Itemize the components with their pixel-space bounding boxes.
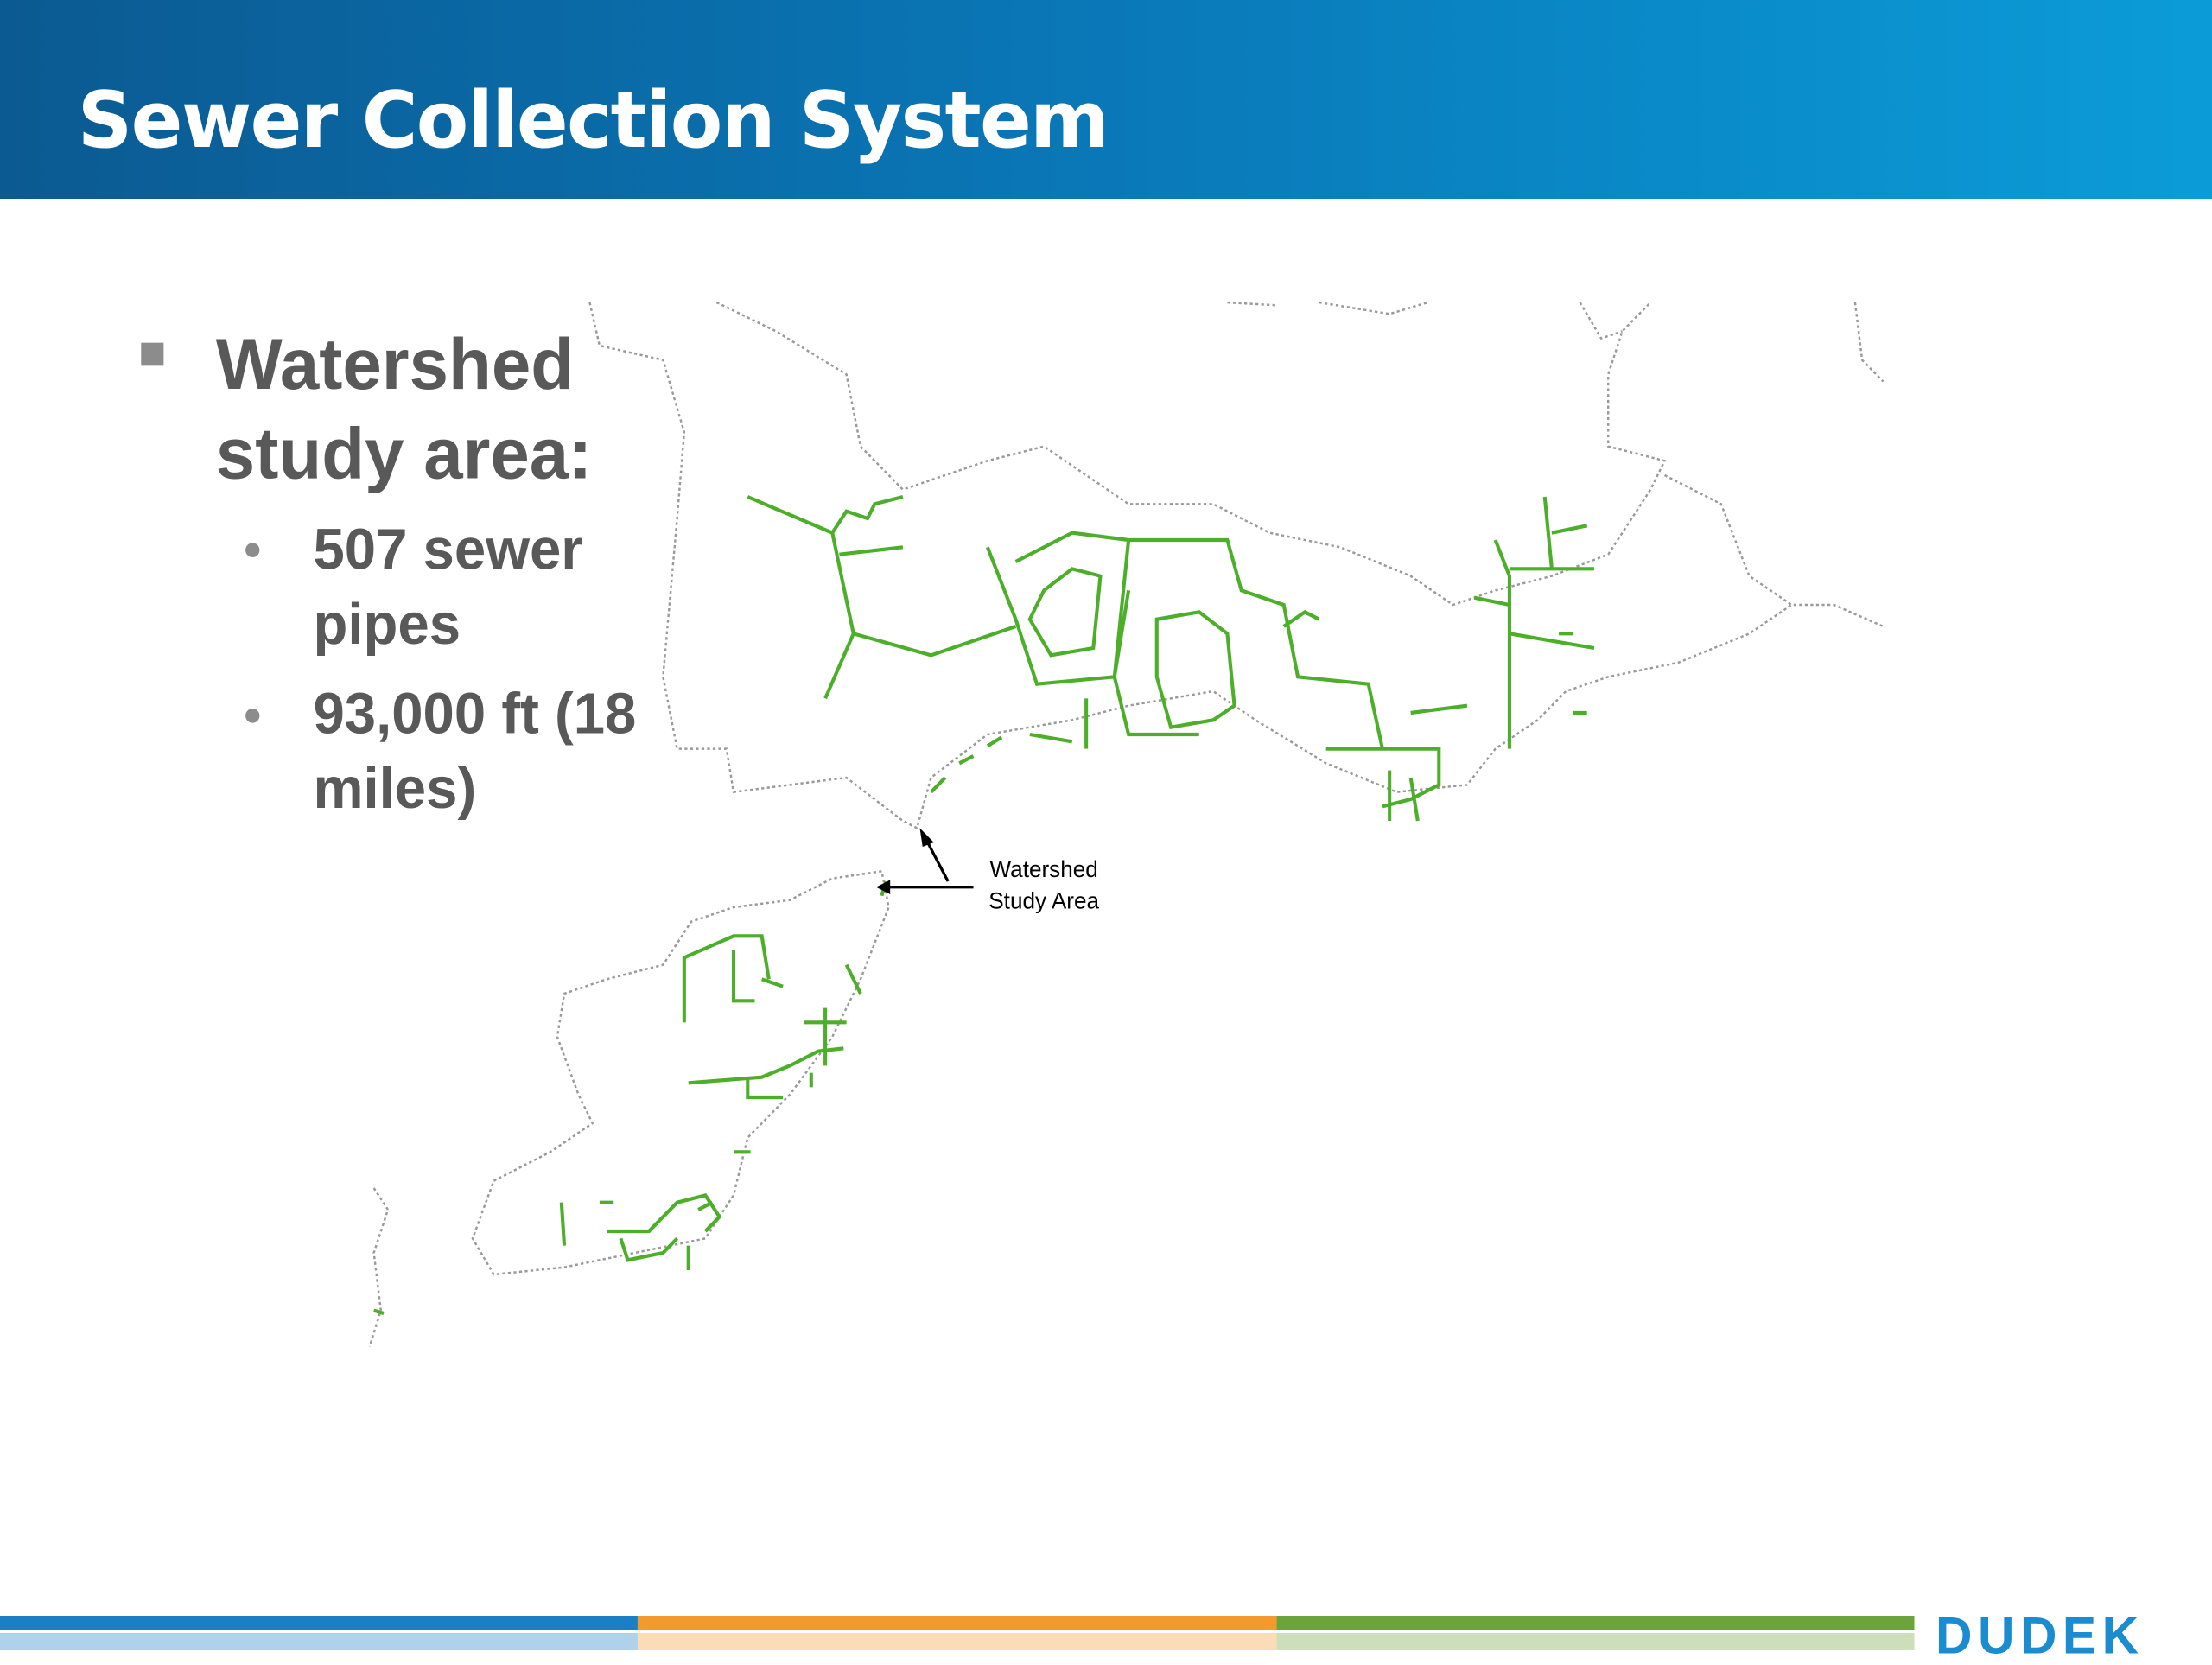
bullet: Watershed study area: [215,324,593,494]
slide-title: Sewer Collection System [77,74,1109,166]
sub-bullet: 93,000 ft (18 miles) [313,683,637,822]
header-bar: Sewer Collection System [0,0,2212,200]
sewer-pipes [373,494,1595,1316]
map-label: Watershed Study Area [988,858,1100,915]
sub-bullet: 507 sewer pipes [313,518,583,658]
watershed-boundary [1663,473,1793,607]
bullet-marker [141,342,164,366]
logo: DUDEK [1935,1605,2145,1665]
watershed-boundary [715,301,1667,607]
watershed-boundary [471,870,890,1276]
watershed-boundary [368,1187,390,1347]
watershed-boundary [588,302,1885,830]
callout-arrows [875,828,974,895]
watershed-boundary [1227,301,1885,383]
footer-stripes [0,1616,1915,1651]
sub-bullet-marker [245,543,260,558]
sub-bullet-marker [245,709,260,723]
